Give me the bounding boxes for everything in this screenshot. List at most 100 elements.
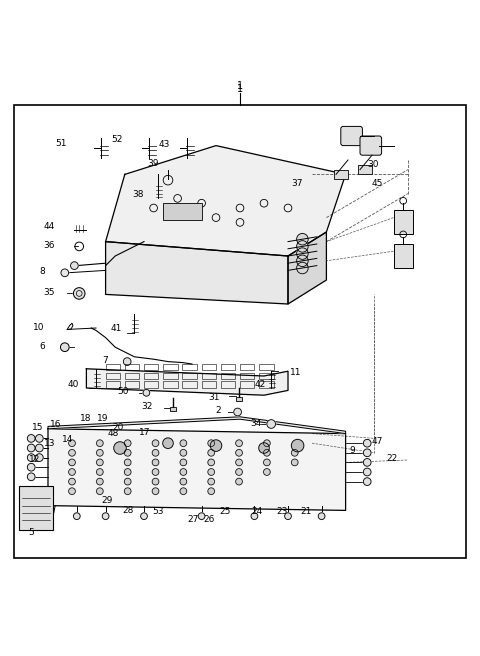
Polygon shape [48, 417, 346, 434]
Text: 23: 23 [276, 507, 288, 516]
Text: 22: 22 [386, 454, 397, 463]
Bar [106, 373, 120, 379]
Circle shape [102, 513, 109, 520]
Circle shape [291, 440, 304, 452]
Bar [163, 364, 178, 370]
Circle shape [363, 478, 371, 485]
FancyBboxPatch shape [360, 136, 382, 155]
Circle shape [69, 449, 75, 456]
Circle shape [363, 468, 371, 476]
Polygon shape [86, 369, 288, 395]
Bar [394, 244, 413, 268]
Text: 39: 39 [147, 159, 158, 168]
Text: 34: 34 [250, 419, 262, 428]
Bar [163, 381, 178, 388]
Text: 52: 52 [111, 135, 122, 144]
Text: 1: 1 [237, 85, 243, 94]
Circle shape [297, 241, 308, 252]
Bar [170, 407, 176, 411]
Text: 16: 16 [50, 420, 61, 430]
Bar [125, 373, 139, 379]
Circle shape [264, 449, 270, 456]
Circle shape [124, 440, 131, 447]
Circle shape [236, 449, 242, 456]
Bar [221, 364, 235, 370]
Circle shape [69, 488, 75, 495]
Circle shape [61, 269, 69, 277]
Bar [125, 381, 139, 388]
Circle shape [234, 408, 241, 416]
Circle shape [69, 459, 75, 466]
Text: 50: 50 [117, 387, 129, 396]
FancyBboxPatch shape [341, 127, 362, 146]
Text: 45: 45 [372, 180, 384, 188]
Circle shape [297, 255, 308, 266]
Text: 27: 27 [188, 514, 199, 523]
Text: 1: 1 [237, 81, 243, 91]
Circle shape [73, 513, 80, 520]
Text: 47: 47 [372, 438, 384, 446]
Text: 38: 38 [132, 190, 144, 199]
Text: 36: 36 [44, 241, 55, 250]
Circle shape [363, 459, 371, 466]
Text: 53: 53 [153, 507, 164, 516]
Circle shape [36, 444, 43, 452]
Bar [182, 373, 197, 379]
Circle shape [96, 459, 103, 466]
Circle shape [69, 468, 75, 476]
Bar [106, 364, 120, 370]
Circle shape [180, 478, 187, 485]
Text: 25: 25 [219, 507, 230, 516]
Circle shape [180, 468, 187, 476]
Circle shape [152, 459, 159, 466]
Text: 11: 11 [290, 367, 302, 377]
Text: 43: 43 [159, 140, 170, 149]
Text: 10: 10 [33, 323, 45, 333]
Circle shape [251, 513, 258, 520]
Text: 8: 8 [39, 268, 45, 276]
Circle shape [71, 262, 78, 270]
Circle shape [141, 513, 147, 520]
Circle shape [208, 440, 215, 447]
Circle shape [152, 488, 159, 495]
Bar [163, 373, 178, 379]
Circle shape [124, 449, 131, 456]
Text: 44: 44 [44, 222, 55, 231]
Circle shape [73, 288, 85, 299]
Circle shape [152, 468, 159, 476]
Circle shape [36, 454, 43, 461]
Text: 19: 19 [96, 414, 108, 422]
Circle shape [297, 234, 308, 245]
Circle shape [363, 449, 371, 457]
Bar [182, 381, 197, 388]
Text: 29: 29 [101, 497, 113, 505]
Circle shape [69, 440, 75, 447]
Circle shape [236, 478, 242, 485]
Bar [259, 373, 274, 379]
Bar [144, 364, 158, 370]
Circle shape [297, 262, 308, 274]
Bar [202, 373, 216, 379]
Circle shape [363, 440, 371, 447]
Polygon shape [48, 429, 346, 510]
Circle shape [267, 420, 276, 428]
Circle shape [208, 468, 215, 476]
Circle shape [291, 459, 298, 466]
Circle shape [198, 513, 205, 520]
Circle shape [236, 468, 242, 476]
Text: 17: 17 [139, 428, 151, 437]
Bar [221, 381, 235, 388]
Bar [334, 170, 348, 179]
Circle shape [208, 459, 215, 466]
Circle shape [143, 390, 150, 396]
Bar [144, 381, 158, 388]
Text: 21: 21 [300, 507, 312, 516]
Bar [221, 373, 235, 379]
Bar [240, 381, 254, 388]
Circle shape [124, 488, 131, 495]
Circle shape [264, 459, 270, 466]
Text: 14: 14 [62, 435, 73, 444]
Bar [202, 381, 216, 388]
Circle shape [27, 454, 35, 461]
Text: 20: 20 [112, 423, 123, 432]
